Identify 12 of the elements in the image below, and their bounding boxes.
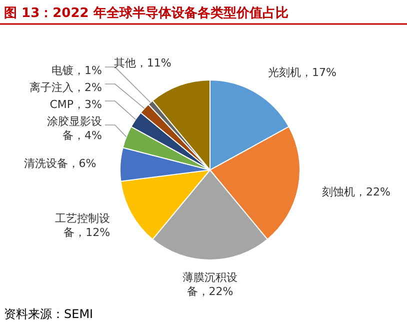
data-label: 工艺控制设备，12% — [55, 212, 110, 239]
data-label: 其他，11% — [114, 56, 172, 70]
text: 资料来源：SEMI — [4, 307, 94, 321]
data-label: 离子注入，2% — [30, 81, 102, 94]
data-label: CMP，3% — [50, 98, 102, 112]
data-label: 电镀，1% — [52, 64, 102, 78]
data-label: 薄膜沉积设备，22% — [182, 271, 238, 298]
data-label: 涂胶显影设备，4% — [47, 115, 102, 142]
data-label: 清洗设备，6% — [24, 156, 96, 170]
data-label: 刻蚀机，22% — [322, 185, 390, 198]
chart-title: 图 13：2022 年全球半导体设备各类型价值占比 — [4, 5, 288, 21]
data-label: 光刻机，17% — [268, 66, 336, 79]
